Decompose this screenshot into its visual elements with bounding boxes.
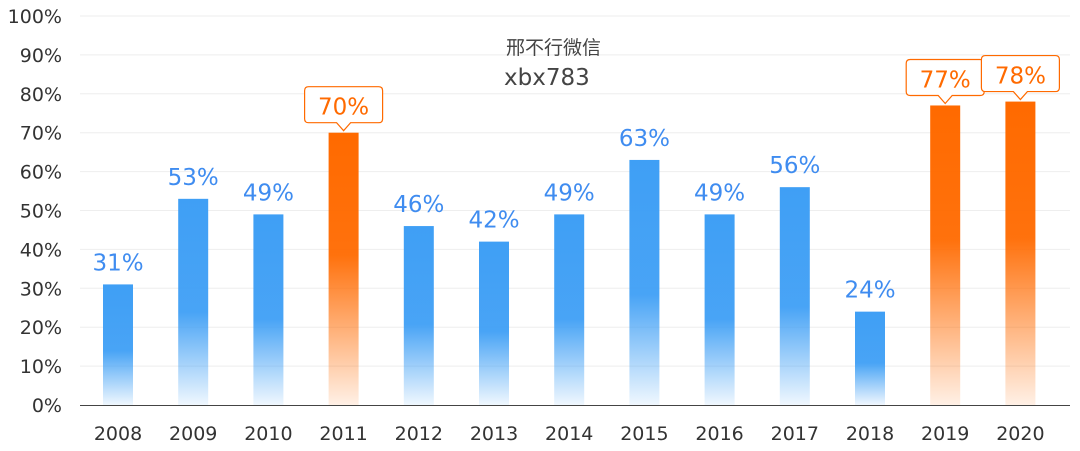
- data-label: 70%: [318, 95, 369, 121]
- data-label: 56%: [769, 153, 820, 179]
- x-tick-label: 2009: [169, 423, 217, 445]
- x-tick-label: 2017: [771, 423, 819, 445]
- bar-2014: [554, 214, 585, 405]
- x-tick-label: 2014: [545, 423, 593, 445]
- data-label: 24%: [844, 278, 895, 304]
- x-tick-label: 2015: [620, 423, 668, 445]
- data-label: 46%: [393, 192, 444, 218]
- bar-2013: [479, 241, 509, 405]
- bar-2008: [103, 284, 133, 405]
- y-axis: 0% 10% 20% 30% 40% 50% 60% 70% 80% 90% 100%: [8, 6, 62, 417]
- x-tick-label: 2020: [996, 423, 1044, 445]
- y-tick-label: 100%: [8, 6, 62, 28]
- bar-2015: [629, 159, 660, 405]
- y-tick-label: 40%: [20, 239, 62, 261]
- bar-2017: [779, 187, 810, 405]
- data-label: 78%: [995, 64, 1046, 90]
- watermark-subtitle: xbx783: [504, 65, 590, 91]
- y-tick-label: 70%: [20, 123, 62, 145]
- x-tick-label: 2016: [695, 423, 743, 445]
- gridlines: [80, 15, 1070, 367]
- data-label: 63%: [619, 126, 670, 152]
- bar-2012: [403, 226, 434, 405]
- y-tick-label: 80%: [20, 84, 62, 106]
- y-tick-label: 30%: [20, 278, 62, 300]
- bars: [103, 101, 1036, 405]
- x-tick-label: 2008: [94, 423, 142, 445]
- bar-2019: [930, 105, 961, 405]
- x-tick-label: 2019: [921, 423, 969, 445]
- data-label: 49%: [694, 180, 745, 206]
- x-tick-label: 2012: [395, 423, 443, 445]
- y-tick-label: 0%: [32, 395, 62, 417]
- bar-2010: [253, 214, 284, 405]
- bar-2016: [704, 214, 735, 405]
- x-tick-label: 2018: [846, 423, 894, 445]
- callout-box: [980, 54, 1060, 101]
- x-tick-label: 2013: [470, 423, 518, 445]
- data-labels: 31% 53% 49% 70% 46% 42% 49% 63% 49% 56% 24% 77% 78%: [92, 54, 1060, 304]
- bar-2020: [1005, 101, 1036, 405]
- y-tick-label: 90%: [20, 45, 62, 67]
- data-label: 49%: [243, 180, 294, 206]
- data-label: 42%: [468, 208, 519, 234]
- bar-2018: [855, 311, 885, 405]
- y-tick-label: 20%: [20, 317, 62, 339]
- y-tick-label: 60%: [20, 162, 62, 184]
- x-tick-label: 2011: [319, 423, 367, 445]
- data-label: 77%: [920, 67, 971, 93]
- x-tick-label: 2010: [244, 423, 292, 445]
- data-label: 31%: [92, 250, 143, 276]
- x-axis: 2008 2009 2010 2011 2012 2013 2014 2015 2016 2017…: [80, 405, 1070, 445]
- data-label: 49%: [544, 180, 595, 206]
- callout-box: [304, 86, 384, 132]
- bar-2011: [328, 132, 359, 405]
- y-tick-label: 50%: [20, 201, 62, 223]
- data-label: 53%: [168, 165, 219, 191]
- watermark-title: 邢不行微信: [506, 37, 601, 59]
- bar-2009: [178, 198, 209, 405]
- y-tick-label: 10%: [20, 356, 62, 378]
